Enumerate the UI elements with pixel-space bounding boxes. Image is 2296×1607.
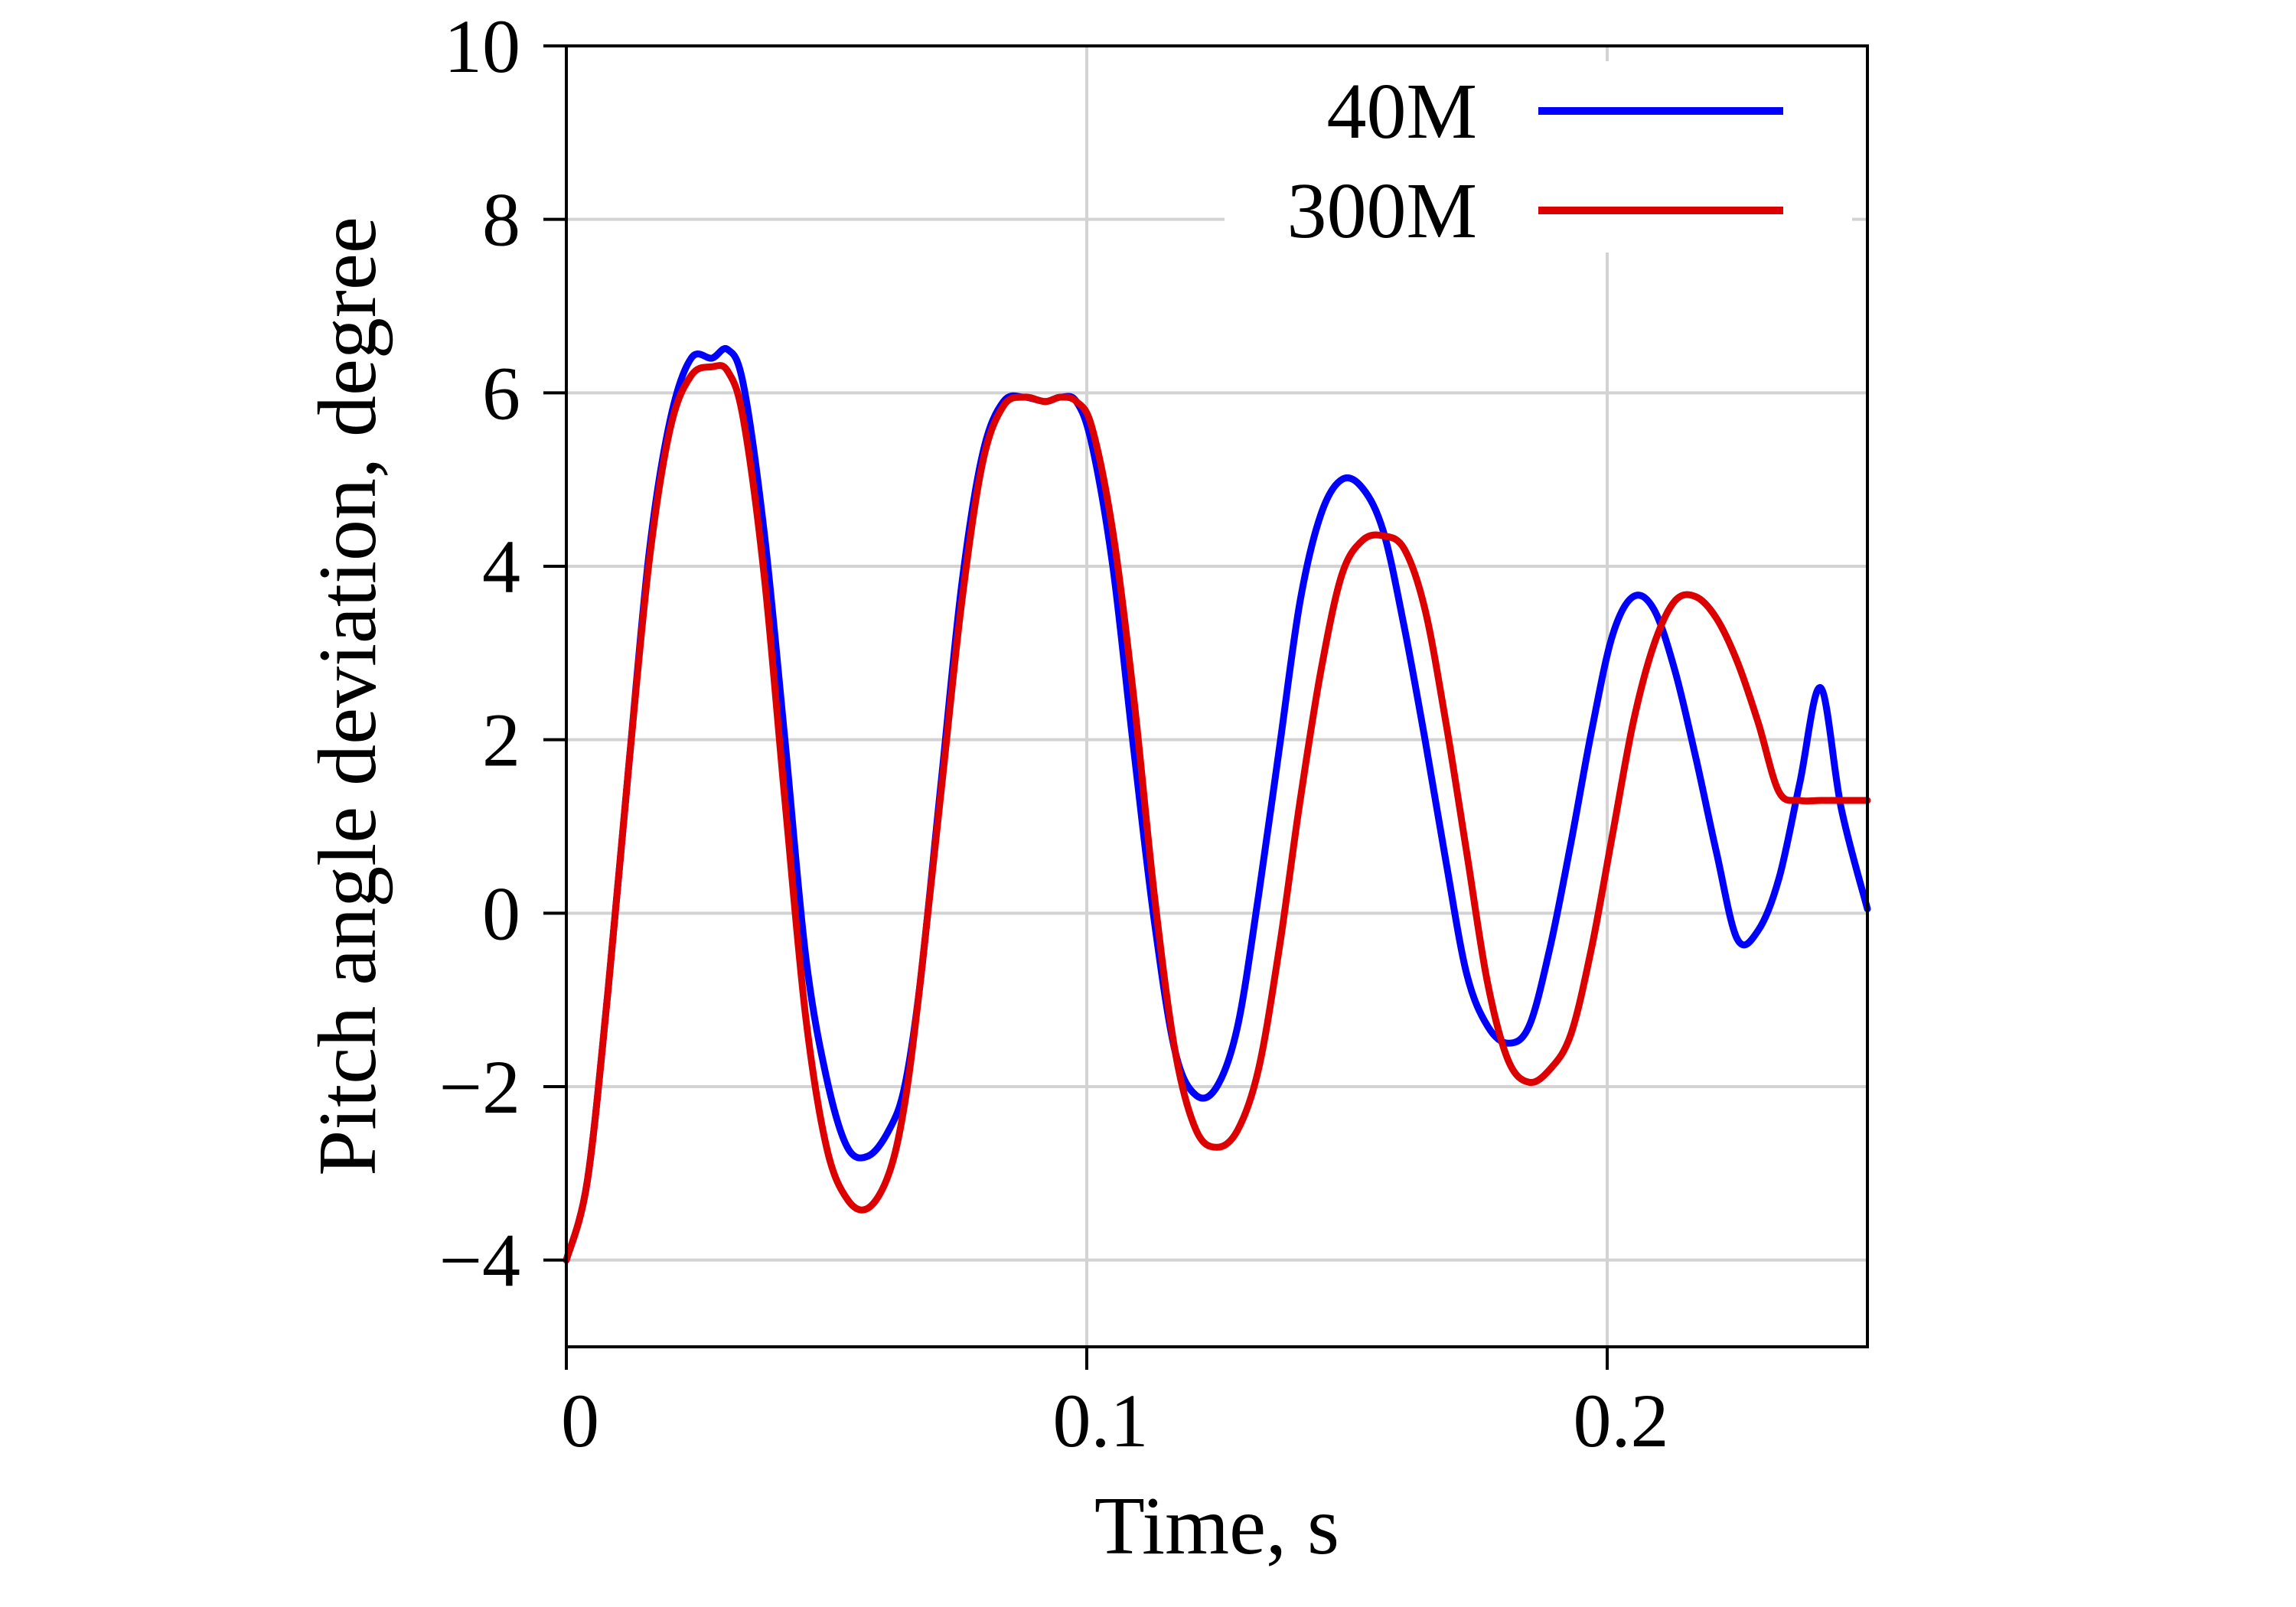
y-tick-label: 6 [482,350,520,435]
plot-frame [565,44,1869,1348]
legend-label-40m: 40M [1327,67,1477,155]
series-layer [563,345,1871,1264]
legend[interactable]: 40M 300M [1225,61,1852,255]
x-tick-label: 0.2 [1574,1378,1669,1463]
y-tick-label: −2 [439,1045,520,1129]
ticks: −4 −2 0 2 4 6 8 10 0 0.1 0.2 [439,4,1669,1463]
y-axis-label: Pitch angle deviation, degree [302,217,393,1176]
series-line-300m [563,362,1871,1264]
y-tick-label: 2 [482,698,520,783]
x-axis-label: Time, s [1094,1481,1339,1572]
legend-label-300m: 300M [1287,167,1477,255]
x-tick-label: 0.1 [1053,1378,1149,1463]
y-tick-label: 0 [482,871,520,956]
y-tick-label: −4 [439,1218,520,1303]
y-tick-label: 10 [444,4,520,89]
legend-background [1225,61,1852,253]
x-tick-label: 0 [561,1378,599,1463]
y-tick-label: 8 [482,178,520,262]
y-tick-label: 4 [482,524,520,609]
